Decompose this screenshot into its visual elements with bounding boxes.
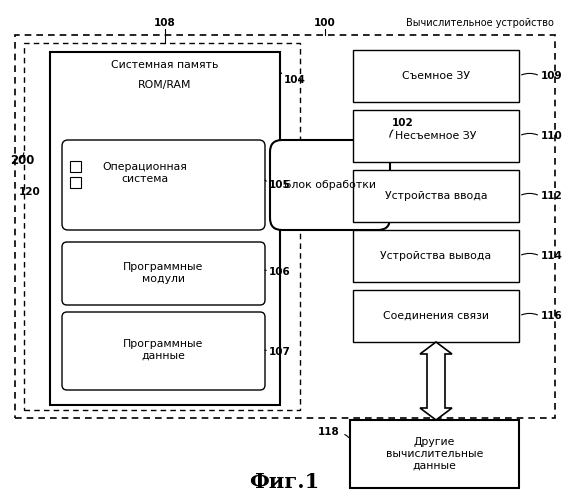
Text: 105: 105: [269, 180, 291, 190]
Text: 107: 107: [269, 347, 291, 357]
Text: Другие
вычислительные
данные: Другие вычислительные данные: [386, 438, 483, 470]
Bar: [24, 43, 300, 410]
Text: 114: 114: [541, 251, 563, 261]
Text: Фиг.1: Фиг.1: [249, 472, 319, 492]
Text: 100: 100: [314, 18, 336, 28]
Text: 102: 102: [392, 118, 414, 128]
Text: Программные
данные: Программные данные: [123, 339, 204, 361]
Bar: [350, 420, 519, 488]
Text: Вычислительное устройство: Вычислительное устройство: [406, 18, 554, 28]
Bar: [353, 230, 519, 282]
Text: Съемное ЗУ: Съемное ЗУ: [402, 71, 470, 81]
FancyBboxPatch shape: [62, 312, 265, 390]
Text: Несъемное ЗУ: Несъемное ЗУ: [395, 131, 477, 141]
Bar: [353, 110, 519, 162]
Text: 118: 118: [318, 427, 340, 437]
Bar: [353, 50, 519, 102]
Text: Блок обработки: Блок обработки: [284, 180, 376, 190]
Text: 110: 110: [541, 131, 563, 141]
Text: Программные
модули: Программные модули: [123, 262, 204, 284]
Bar: [70, 161, 81, 172]
Text: Устройства ввода: Устройства ввода: [385, 191, 487, 201]
Bar: [70, 177, 81, 188]
Text: Устройства вывода: Устройства вывода: [381, 251, 492, 261]
Text: 104: 104: [284, 75, 306, 85]
Bar: [353, 170, 519, 222]
Text: 200: 200: [10, 154, 34, 166]
Text: 106: 106: [269, 267, 291, 277]
Text: 116: 116: [541, 311, 563, 321]
Text: 109: 109: [541, 71, 563, 81]
FancyBboxPatch shape: [62, 140, 265, 230]
Text: 108: 108: [154, 18, 176, 28]
Text: 112: 112: [541, 191, 563, 201]
FancyBboxPatch shape: [62, 242, 265, 305]
Polygon shape: [420, 342, 452, 420]
Text: ROM/RAM: ROM/RAM: [138, 80, 192, 90]
Bar: [15, 35, 555, 418]
Bar: [353, 290, 519, 342]
Text: Системная память: Системная память: [112, 60, 218, 70]
Text: 120: 120: [19, 187, 41, 197]
Text: Операционная
система: Операционная система: [102, 162, 187, 184]
FancyBboxPatch shape: [270, 140, 390, 230]
Text: Соединения связи: Соединения связи: [383, 311, 489, 321]
Bar: [50, 52, 280, 405]
